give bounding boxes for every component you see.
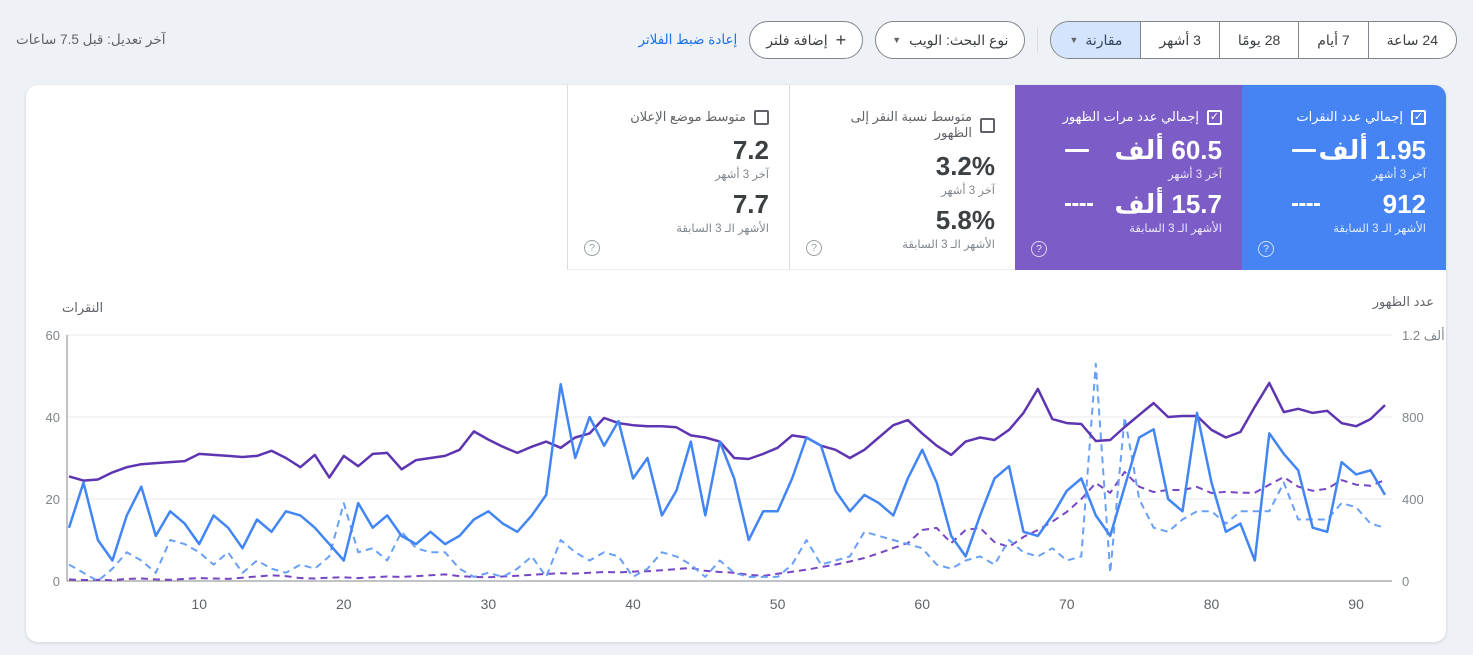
toolbar: 24 ساعة 7 أيام 28 يومًا 3 أشهر مقارنة ▼ … (0, 0, 1473, 80)
checkbox-checked-icon[interactable]: ✓ (1411, 109, 1426, 125)
previous-value: 15.7 ألف (1114, 189, 1222, 219)
right-axis-title: عدد الظهور (1372, 294, 1434, 309)
x-axis-tick: 70 (1059, 596, 1075, 612)
help-icon[interactable]: ? (1258, 241, 1274, 257)
current-period-label: آخر 3 أشهر (1372, 169, 1426, 181)
card-title: متوسط موضع الإعلان (630, 109, 746, 124)
tab-label: 3 أشهر (1159, 31, 1201, 48)
previous-value: 912 (1382, 189, 1426, 219)
previous-period-label: الأشهر الـ 3 السابقة (1129, 223, 1222, 235)
performance-chart: 0 20 40 60 0 400 800 1.2 ألف 10 20 30 40 50 60 70 80 90 (46, 327, 1445, 612)
tab-24-hours[interactable]: 24 ساعة (1369, 22, 1456, 58)
checkbox-unchecked-icon[interactable] (754, 109, 769, 125)
chevron-down-icon: ▼ (892, 35, 902, 45)
right-axis-tick: 0 (1402, 574, 1409, 589)
card-title: إجمالي عدد مرات الظهور (1062, 109, 1199, 124)
current-period-label: آخر 3 أشهر (941, 185, 995, 197)
search-type-label: نوع البحث: الويب (909, 31, 1009, 48)
previous-period-label: الأشهر الـ 3 السابقة (1333, 223, 1426, 235)
metric-cards-row: ✓ إجمالي عدد النقرات 1.95 ألف آخر 3 أشهر… (26, 85, 1446, 270)
left-axis-tick: 60 (46, 328, 60, 343)
previous-value-row: 7.7 (588, 191, 769, 217)
previous-period-label: الأشهر الـ 3 السابقة (676, 223, 769, 235)
help-icon[interactable]: ? (1031, 241, 1047, 257)
x-axis-tick: 90 (1348, 596, 1364, 612)
card-title-row: ✓ إجمالي عدد مرات الظهور (1035, 109, 1222, 125)
current-value: 1.95 ألف (1318, 135, 1426, 165)
previous-value-row: 15.7 ألف (1035, 191, 1222, 217)
x-axis-tick: 30 (481, 596, 497, 612)
current-value: 3.2% (935, 151, 995, 181)
current-value-row: 3.2% (810, 153, 995, 179)
solid-line-legend-icon (1065, 148, 1089, 152)
plus-icon: + (835, 30, 847, 50)
right-axis-tick: 400 (1402, 492, 1424, 507)
tab-3-months[interactable]: 3 أشهر (1141, 22, 1220, 58)
previous-period-label: الأشهر الـ 3 السابقة (902, 239, 995, 251)
left-axis-tick: 20 (46, 492, 60, 507)
tab-28-days[interactable]: 28 يومًا (1220, 22, 1300, 58)
tab-label: مقارنة (1085, 31, 1123, 48)
tab-label: 24 ساعة (1386, 31, 1438, 48)
toolbar-divider (1037, 27, 1039, 53)
metric-card-impressions[interactable]: ✓ إجمالي عدد مرات الظهور 60.5 ألف آخر 3 … (1015, 85, 1242, 270)
previous-value-row: 5.8% (810, 207, 995, 233)
card-title-row: ✓ إجمالي عدد النقرات (1262, 109, 1426, 125)
x-axis-tick: 60 (914, 596, 930, 612)
series-line (67, 382, 1387, 562)
search-type-dropdown[interactable]: نوع البحث: الويب ▼ (875, 21, 1026, 59)
tab-7-days[interactable]: 7 أيام (1299, 22, 1369, 58)
solid-line-legend-icon (1292, 148, 1316, 152)
checkbox-unchecked-icon[interactable] (980, 117, 995, 133)
report-panel: ✓ إجمالي عدد النقرات 1.95 ألف آخر 3 أشهر… (26, 85, 1446, 642)
tab-compare[interactable]: مقارنة ▼ (1051, 22, 1142, 58)
current-value-row: 60.5 ألف (1035, 137, 1222, 163)
chevron-down-icon: ▼ (1069, 35, 1079, 45)
current-value-row: 7.2 (588, 137, 769, 163)
previous-value: 5.8% (935, 205, 995, 235)
card-title-row: متوسط نسبة النقر إلى الظهور (810, 109, 995, 141)
x-axis-tick: 50 (770, 596, 786, 612)
tab-label: 28 يومًا (1237, 31, 1281, 48)
x-axis-tick: 40 (625, 596, 641, 612)
help-icon[interactable]: ? (584, 240, 600, 256)
dashed-line-legend-icon (1292, 202, 1320, 206)
add-filter-button[interactable]: + إضافة فلتر (749, 21, 864, 59)
card-title: متوسط نسبة النقر إلى الظهور (850, 109, 972, 140)
add-filter-label: إضافة فلتر (766, 31, 828, 48)
series-line (68, 362, 1386, 582)
metric-card-ctr[interactable]: متوسط نسبة النقر إلى الظهور 3.2% آخر 3 أ… (789, 85, 1015, 270)
previous-value: 7.7 (732, 189, 769, 219)
current-value: 60.5 ألف (1114, 135, 1222, 165)
left-axis-tick: 40 (46, 410, 60, 425)
card-title-row: متوسط موضع الإعلان (588, 109, 769, 125)
date-range-control: 24 ساعة 7 أيام 28 يومًا 3 أشهر مقارنة ▼ (1050, 21, 1457, 59)
left-axis-title: النقرات (62, 300, 104, 315)
previous-value-row: 912 (1262, 191, 1426, 217)
current-period-label: آخر 3 أشهر (715, 169, 769, 181)
dashed-line-legend-icon (1065, 202, 1093, 206)
checkbox-checked-icon[interactable]: ✓ (1207, 109, 1222, 125)
series-line (68, 381, 1386, 482)
reset-filters-link[interactable]: إعادة ضبط الفلاتر (638, 32, 738, 47)
right-axis-tick: 1.2 ألف (1402, 327, 1445, 343)
current-value-row: 1.95 ألف (1262, 137, 1426, 163)
check-icon: ✓ (1209, 110, 1220, 123)
check-icon: ✓ (1413, 110, 1424, 123)
tab-label: 7 أيام (1317, 31, 1350, 48)
x-axis-tick: 20 (336, 596, 352, 612)
last-modified-text: آخر تعديل: قبل 7.5 ساعات (16, 32, 166, 47)
current-period-label: آخر 3 أشهر (1168, 169, 1222, 181)
metric-card-clicks[interactable]: ✓ إجمالي عدد النقرات 1.95 ألف آخر 3 أشهر… (1242, 85, 1446, 270)
current-value: 7.2 (732, 135, 769, 165)
card-title: إجمالي عدد النقرات (1296, 109, 1403, 124)
metric-card-position[interactable]: متوسط موضع الإعلان 7.2 آخر 3 أشهر 7.7 ال… (567, 85, 789, 270)
left-axis-tick: 0 (53, 574, 60, 589)
x-axis-tick: 80 (1204, 596, 1220, 612)
x-axis-tick: 10 (191, 596, 207, 612)
help-icon[interactable]: ? (806, 240, 822, 256)
right-axis-tick: 800 (1402, 410, 1424, 425)
